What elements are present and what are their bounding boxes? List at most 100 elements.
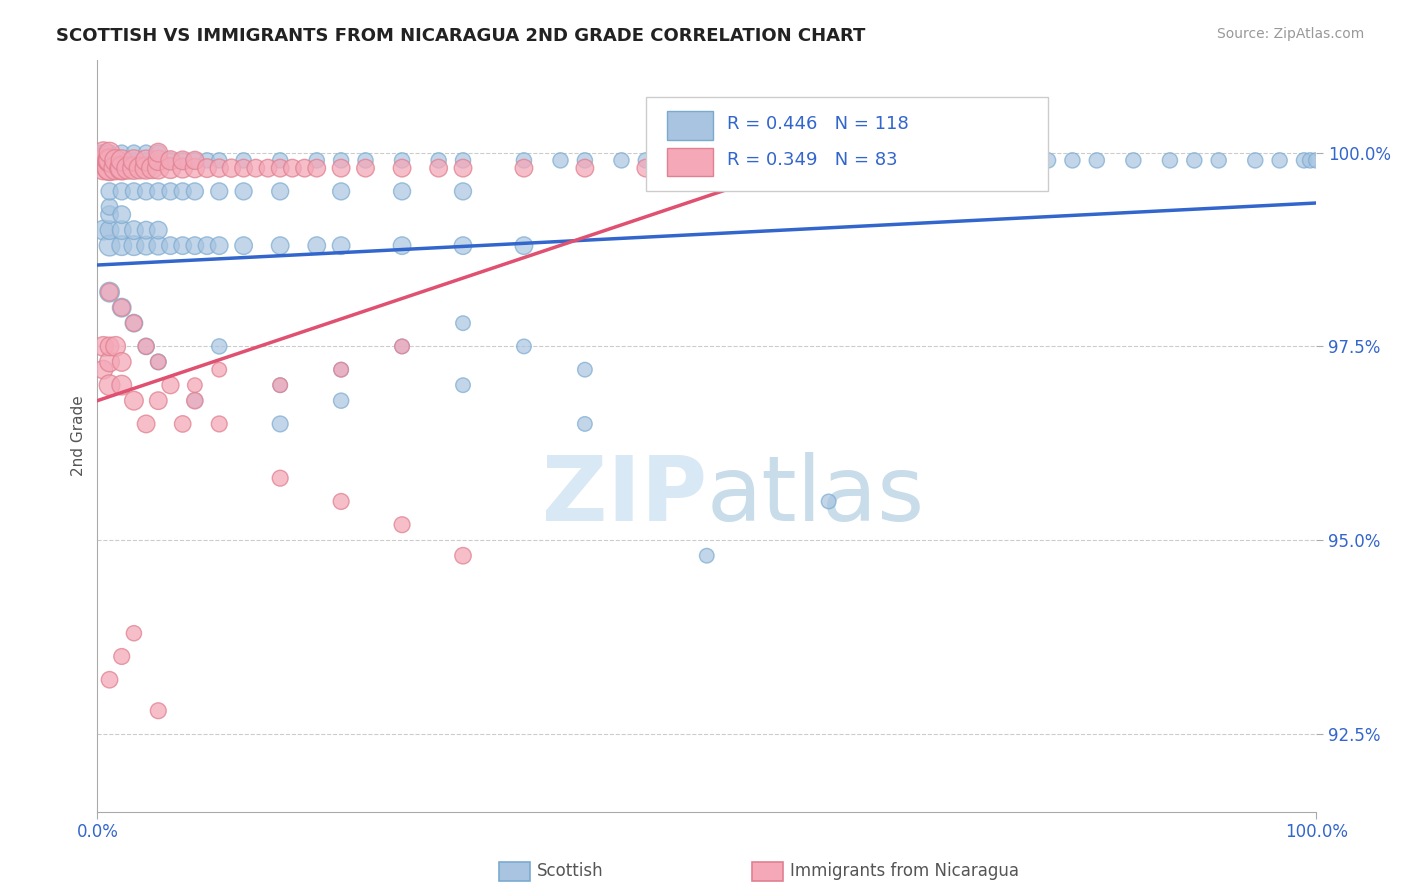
Point <box>184 378 207 392</box>
Point <box>141 161 163 175</box>
Point <box>269 238 291 252</box>
Point <box>98 153 121 168</box>
Point <box>148 223 170 237</box>
Point <box>98 153 121 168</box>
Point <box>98 200 121 214</box>
Point <box>574 161 596 175</box>
Point <box>135 417 157 431</box>
Point <box>208 339 231 353</box>
Point <box>208 161 231 175</box>
Point <box>817 494 839 508</box>
Point <box>111 649 134 664</box>
Point <box>451 549 474 563</box>
Point <box>111 378 134 392</box>
Point <box>756 153 779 168</box>
Point <box>963 153 986 168</box>
Point <box>135 223 157 237</box>
Point <box>122 161 145 175</box>
Text: SCOTTISH VS IMMIGRANTS FROM NICARAGUA 2ND GRADE CORRELATION CHART: SCOTTISH VS IMMIGRANTS FROM NICARAGUA 2N… <box>56 27 866 45</box>
Bar <box>666 112 713 140</box>
Point <box>184 393 207 408</box>
Point <box>93 362 115 376</box>
Point <box>111 301 134 315</box>
Point <box>135 185 157 199</box>
Point <box>720 153 742 168</box>
Point <box>98 673 121 687</box>
Point <box>148 393 170 408</box>
Point <box>111 161 134 175</box>
Point <box>817 153 839 168</box>
Point <box>610 153 633 168</box>
Point <box>330 161 353 175</box>
Point <box>634 153 657 168</box>
Point <box>780 153 803 168</box>
Point <box>93 145 115 160</box>
Point <box>111 153 134 168</box>
Point <box>281 161 304 175</box>
Point <box>330 494 353 508</box>
Point <box>104 339 127 353</box>
Point <box>184 161 207 175</box>
Point <box>98 285 121 300</box>
Point <box>93 153 115 168</box>
Point <box>1000 153 1022 168</box>
Point <box>93 223 115 237</box>
Point <box>257 161 280 175</box>
Point <box>111 153 134 168</box>
Point <box>172 153 194 168</box>
Point <box>451 153 474 168</box>
Point <box>90 145 112 160</box>
Point <box>122 316 145 330</box>
Point <box>172 417 194 431</box>
Point <box>111 208 134 222</box>
Point <box>232 153 254 168</box>
Point <box>330 238 353 252</box>
Point <box>1062 153 1084 168</box>
Point <box>391 517 413 532</box>
Point <box>195 238 218 252</box>
Point <box>184 153 207 168</box>
Point <box>148 355 170 369</box>
Point <box>98 208 121 222</box>
Point <box>148 145 170 160</box>
Point <box>98 153 121 168</box>
Point <box>451 316 474 330</box>
Point <box>98 238 121 252</box>
Point <box>98 153 121 168</box>
Point <box>135 145 157 160</box>
Point <box>148 238 170 252</box>
Point <box>513 153 536 168</box>
FancyBboxPatch shape <box>645 97 1047 191</box>
Point <box>1268 153 1291 168</box>
Point <box>148 355 170 369</box>
Point <box>451 185 474 199</box>
Point <box>354 153 377 168</box>
Point <box>659 153 682 168</box>
Point <box>1292 153 1315 168</box>
Point <box>172 185 194 199</box>
Point <box>172 153 194 168</box>
Point <box>574 153 596 168</box>
Point <box>195 161 218 175</box>
Point <box>232 238 254 252</box>
Point <box>93 339 115 353</box>
Point <box>93 161 115 175</box>
Point <box>195 153 218 168</box>
Point <box>122 145 145 160</box>
Point <box>696 153 718 168</box>
Point <box>513 238 536 252</box>
Point <box>232 185 254 199</box>
Point <box>330 362 353 376</box>
Point <box>159 238 181 252</box>
Point <box>305 153 328 168</box>
Point <box>98 161 121 175</box>
Point <box>269 471 291 485</box>
Point <box>269 378 291 392</box>
Point <box>842 153 865 168</box>
Point <box>184 238 207 252</box>
Point <box>391 339 413 353</box>
Point <box>122 316 145 330</box>
Point <box>451 378 474 392</box>
Point <box>159 378 181 392</box>
Y-axis label: 2nd Grade: 2nd Grade <box>72 395 86 476</box>
